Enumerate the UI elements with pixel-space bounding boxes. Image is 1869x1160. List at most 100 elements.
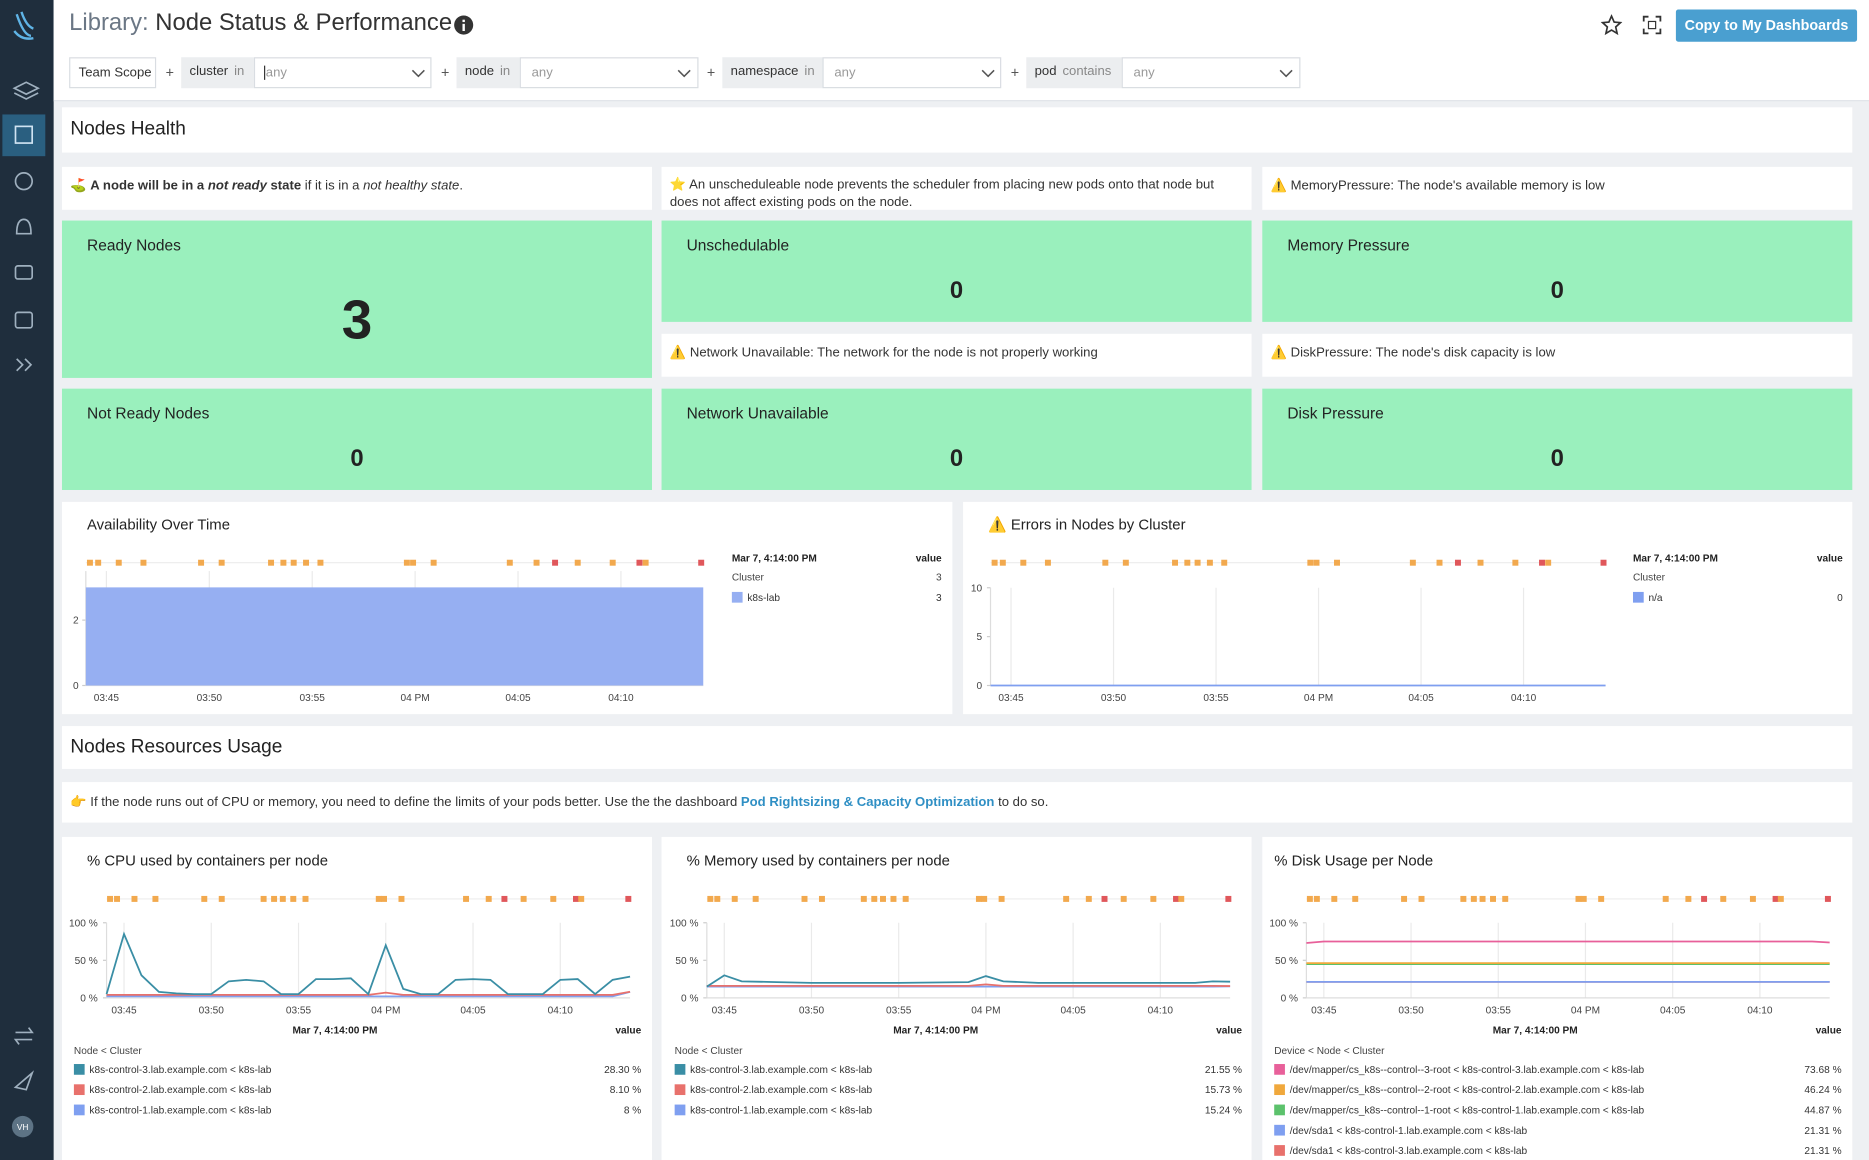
chart-title: % CPU used by containers per node	[87, 852, 329, 870]
chart-panel: % Disk Usage per Node	[1262, 836, 1853, 1160]
filter-key-text: cluster	[189, 64, 229, 79]
filter-joiner: +	[1010, 64, 1020, 82]
stat-tile: Network Unavailable 0	[661, 388, 1252, 490]
star-button[interactable]	[1600, 14, 1623, 36]
filter-key: pod contains	[1026, 57, 1122, 89]
page-title: Library: Node Status & Performance	[69, 10, 452, 37]
note-text: not healthy state	[363, 178, 460, 194]
stat-value: 0	[350, 445, 364, 473]
filter-key-text: namespace	[730, 64, 799, 79]
stat-value: 0	[949, 277, 964, 305]
filter-value: any	[834, 65, 856, 80]
note: ⚠️ MemoryPressure: The node's available …	[1262, 166, 1853, 210]
nav-getting-started[interactable]	[13, 1070, 35, 1091]
filter-op: in	[234, 64, 245, 79]
stat-label: Disk Pressure	[1287, 404, 1384, 423]
note-icon: ⚠️	[1270, 345, 1287, 361]
filter-dropdown[interactable]: any	[253, 57, 432, 89]
filter-joiner: +	[441, 64, 450, 82]
note-icon: 👉	[70, 795, 87, 810]
filter-op: contains	[1062, 64, 1112, 79]
filter-joiner: +	[165, 64, 175, 82]
section-header: Nodes Health	[61, 107, 1853, 153]
title-prefix: Library:	[69, 9, 149, 36]
stat-label: Ready Nodes	[87, 236, 181, 254]
filter-dropdown[interactable]: any	[519, 57, 699, 89]
stat-tile: Memory Pressure 0	[1262, 220, 1853, 322]
chart-panel: ⚠️ Errors in Nodes by Cluster	[963, 501, 1853, 715]
sidebar: VH	[0, 0, 54, 1160]
filter-op: in	[804, 64, 815, 79]
note-text: .	[459, 178, 463, 194]
note-text: DiskPressure: The node's disk capacity i…	[1290, 345, 1556, 361]
nav-explore[interactable]	[12, 81, 41, 100]
nav-alerts[interactable]	[15, 218, 32, 235]
avatar[interactable]	[11, 1115, 34, 1138]
nav-capture[interactable]	[14, 311, 34, 329]
chart-title: % Disk Usage per Node	[1274, 852, 1434, 870]
stat-label: Not Ready Nodes	[87, 404, 210, 423]
note-text: If the node runs out of CPU or memory, y…	[90, 795, 741, 810]
filter-key-text: pod	[1034, 64, 1057, 79]
filter-dropdown[interactable]: any	[1121, 57, 1301, 89]
filter-key: node in	[456, 57, 520, 89]
filter-dropdown[interactable]: any	[822, 57, 1002, 89]
chart-panel: % CPU used by containers per node	[61, 836, 653, 1160]
note-text: An unscheduleable node prevents the sche…	[669, 177, 1214, 210]
filter-key: namespace in	[722, 57, 823, 89]
info-icon[interactable]	[453, 14, 474, 35]
note: ⚠️ Network Unavailable: The network for …	[661, 333, 1252, 377]
stat-value: 0	[1550, 445, 1564, 473]
chart-title: ⚠️ Errors in Nodes by Cluster	[988, 516, 1186, 533]
note-text: MemoryPressure: The node's available mem…	[1290, 178, 1605, 194]
filter-op: in	[500, 64, 511, 79]
copy-button[interactable]: Copy to My Dashboards	[1675, 9, 1858, 42]
note-icon: ⛳	[70, 178, 87, 194]
title-text: Node Status & Performance	[155, 9, 453, 36]
nav-active[interactable]	[2, 114, 46, 157]
note-icon: ⚠️	[669, 345, 687, 361]
filter-value: any	[265, 65, 287, 80]
scan-button[interactable]	[1641, 14, 1662, 35]
chevrons	[264, 65, 1293, 80]
filter-key: cluster in	[181, 57, 254, 89]
stat-value: 0	[949, 445, 964, 473]
avatar-initials: VH	[17, 1122, 29, 1132]
note-icon: ⭐	[669, 177, 687, 192]
stat-tile: Ready Nodes 3	[61, 220, 653, 378]
note: ⛳ A node will be in a not ready state if…	[61, 166, 653, 210]
stat-label: Unschedulable	[686, 236, 790, 254]
dashboard-link[interactable]: Pod Rightsizing & Capacity Optimization	[740, 795, 995, 810]
section-header: Nodes Resources Usage	[61, 726, 1853, 769]
note: ⚠️ DiskPressure: The node's disk capacit…	[1262, 333, 1853, 377]
filter-value: any	[531, 65, 553, 80]
scope-button[interactable]: Team Scope	[69, 57, 157, 89]
note: 👉 If the node runs out of CPU or memory,…	[61, 782, 1853, 823]
nav-switch[interactable]	[13, 1027, 34, 1045]
logo[interactable]	[13, 11, 34, 40]
note-text: not ready	[207, 178, 267, 194]
note-text: to do so.	[994, 795, 1049, 810]
chart-panel: Availability Over Time	[61, 501, 953, 715]
filter-joiner: +	[706, 64, 716, 82]
note-text: if it is in a	[301, 178, 364, 194]
sidebar-icons: VH	[2, 11, 46, 1138]
stat-value: 3	[341, 288, 373, 351]
note-text: A node will be in a	[90, 178, 208, 194]
note-icon: ⚠️	[1270, 178, 1287, 194]
stat-tile: Unschedulable 0	[661, 220, 1252, 322]
note: ⭐ An unscheduleable node prevents the sc…	[661, 166, 1252, 210]
chart-title: % Memory used by containers per node	[686, 852, 950, 870]
nav-events[interactable]	[14, 265, 34, 280]
note-text: state	[266, 178, 302, 194]
nav-dashboards[interactable]	[14, 125, 34, 144]
filter-value: any	[1133, 65, 1155, 80]
nav-expand[interactable]	[16, 358, 33, 372]
nav-advisor[interactable]	[14, 172, 34, 191]
note-text: Network Unavailable: The network for the…	[689, 345, 1098, 361]
stat-tile: Disk Pressure 0	[1262, 388, 1853, 490]
filter-key-text: node	[464, 64, 495, 79]
chart-title: Availability Over Time	[87, 516, 230, 533]
